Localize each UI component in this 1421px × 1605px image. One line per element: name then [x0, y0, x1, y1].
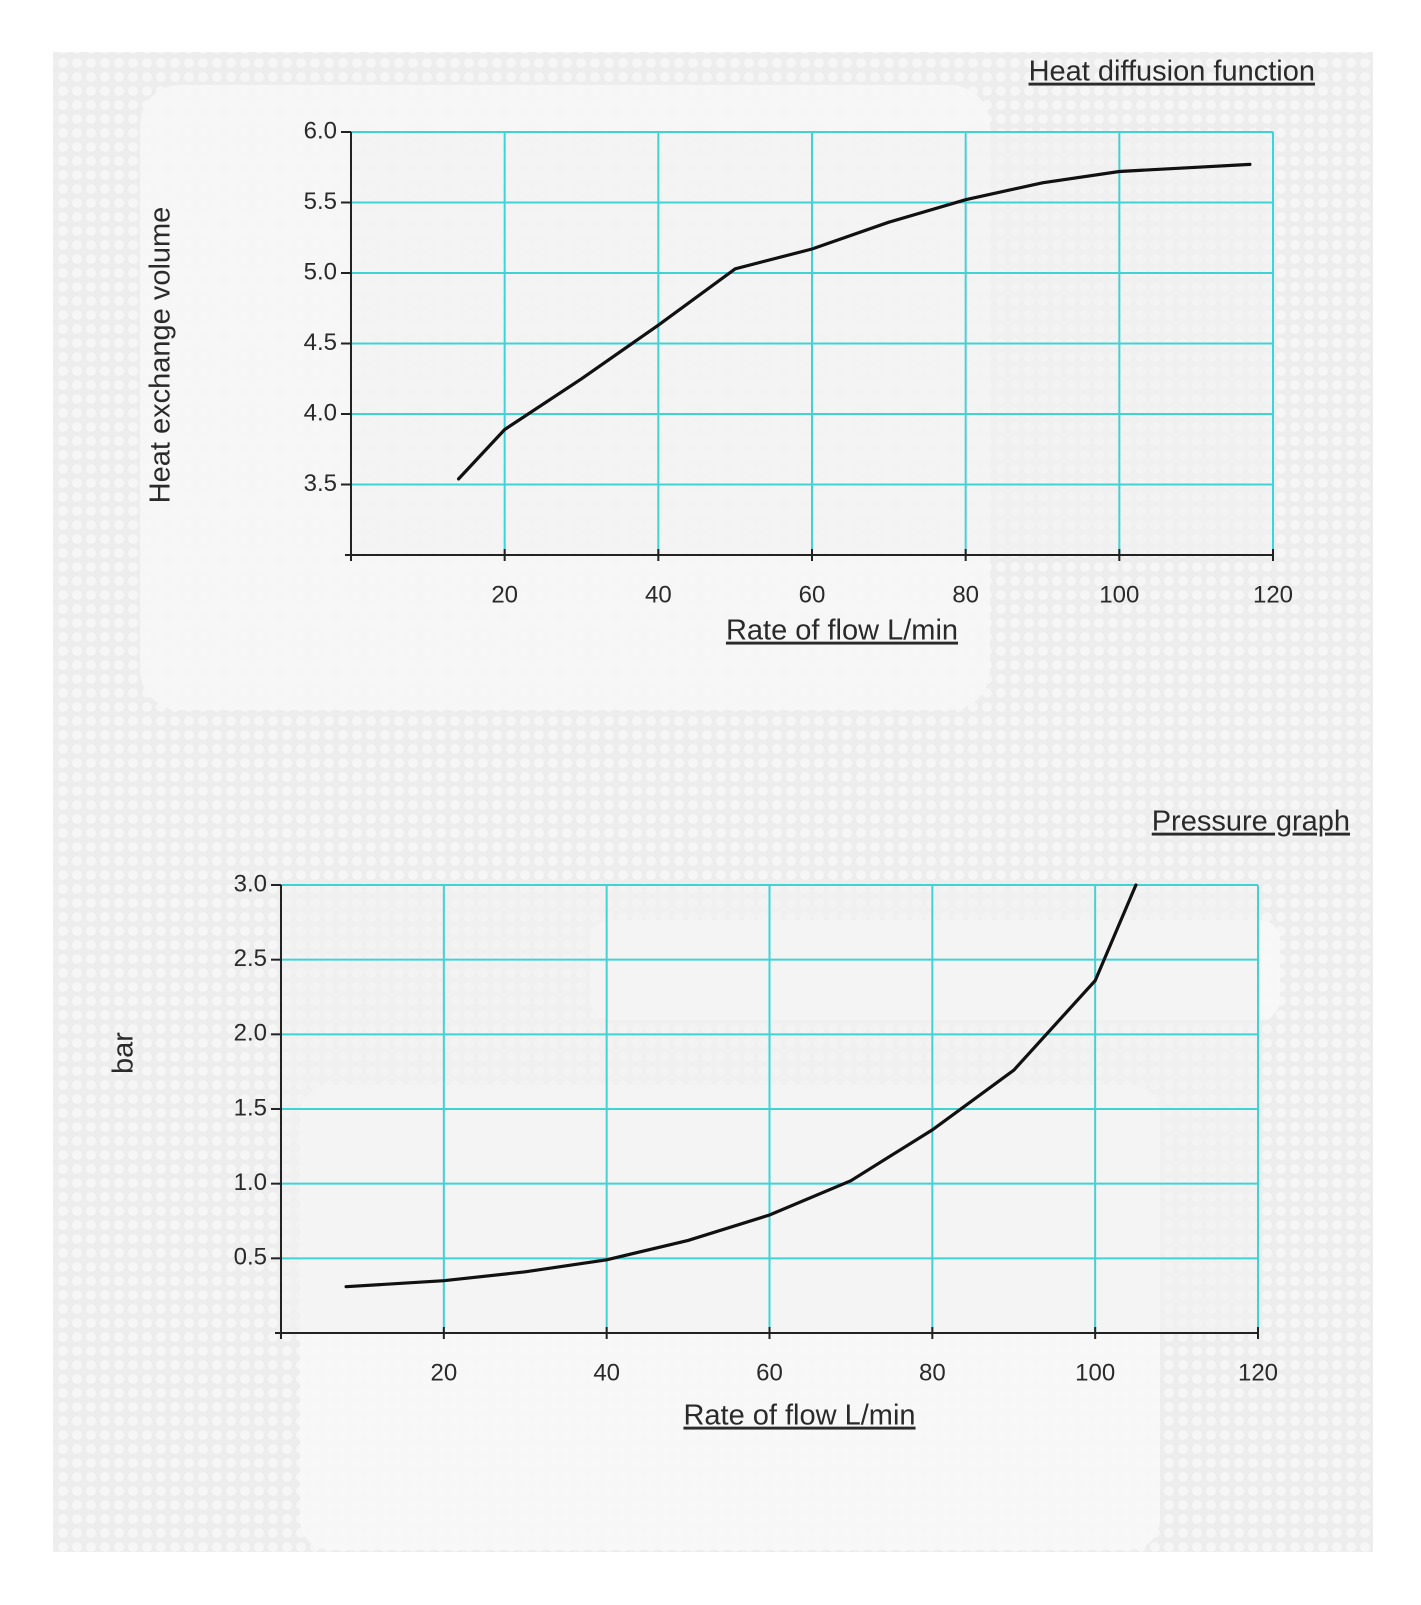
x-axis-label: Rate of flow L/min [726, 615, 958, 647]
y-tick-label: 3.5 [304, 470, 337, 497]
x-tick-label: 80 [952, 581, 979, 608]
y-tick-label: 4.5 [304, 329, 337, 356]
line [344, 883, 1138, 1289]
x-tick-label: 40 [593, 1359, 620, 1386]
x-axis-label: Rate of flow L/min [683, 1400, 915, 1432]
x-tick-label: 80 [919, 1359, 946, 1386]
y-tick-label: 3.0 [234, 870, 267, 897]
y-axis-label: bar [108, 1032, 140, 1074]
line [457, 162, 1252, 481]
x-tick-label: 120 [1238, 1359, 1278, 1386]
y-tick-label: 2.5 [234, 945, 267, 972]
y-tick-label: 4.0 [304, 399, 337, 426]
chart-title: Heat diffusion function [1029, 56, 1315, 88]
x-tick-label: 100 [1099, 581, 1139, 608]
y-tick-label: 0.5 [234, 1244, 267, 1271]
chart-title: Pressure graph [1152, 806, 1350, 838]
y-axis-label: Heat exchange volume [145, 207, 177, 504]
x-tick-label: 40 [645, 581, 672, 608]
y-tick-label: 2.0 [234, 1020, 267, 1047]
x-tick-label: 60 [799, 581, 826, 608]
y-tick-label: 1.0 [234, 1169, 267, 1196]
x-tick-label: 20 [491, 581, 518, 608]
x-tick-label: 100 [1075, 1359, 1115, 1386]
y-tick-label: 6.0 [304, 117, 337, 144]
x-tick-label: 60 [756, 1359, 783, 1386]
x-tick-label: 20 [430, 1359, 457, 1386]
y-tick-label: 5.0 [304, 258, 337, 285]
y-tick-label: 5.5 [304, 188, 337, 215]
x-tick-label: 120 [1253, 581, 1293, 608]
y-tick-label: 1.5 [234, 1094, 267, 1121]
